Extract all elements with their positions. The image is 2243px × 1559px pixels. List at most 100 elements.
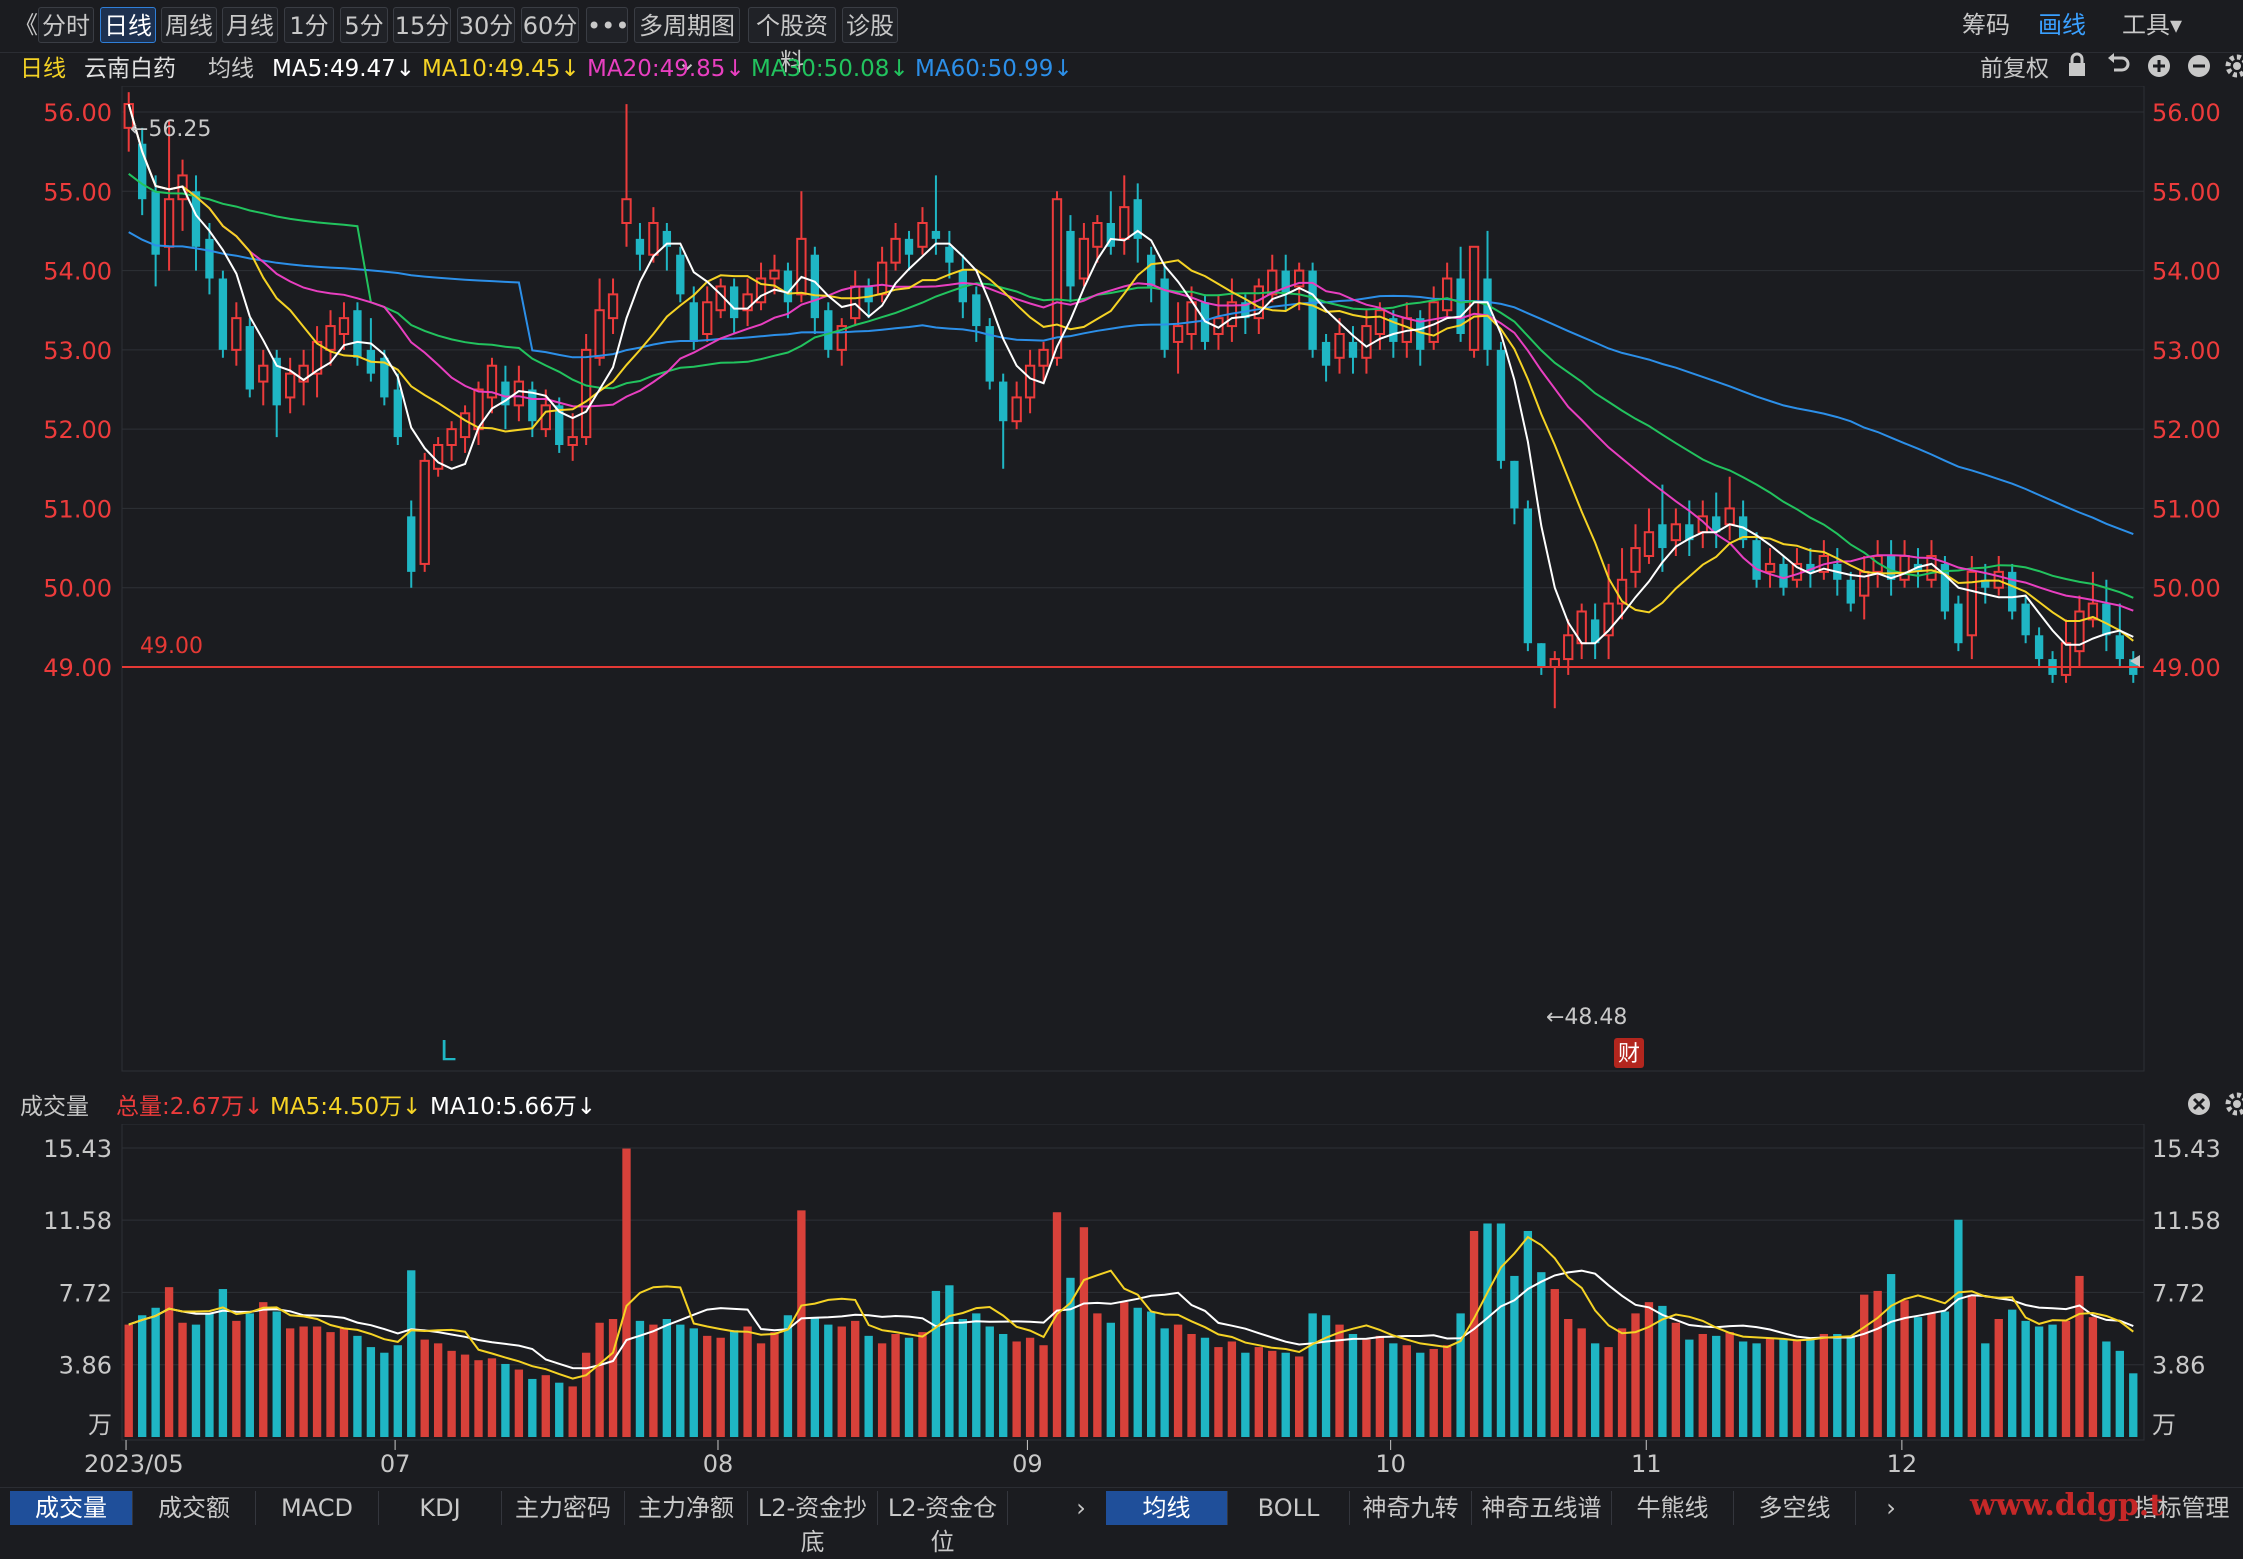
finance-marker[interactable]: 财 <box>1618 1042 1640 1067</box>
volume-bar <box>1106 1322 1115 1437</box>
indicator-tab-2[interactable]: MACD <box>256 1491 379 1525</box>
period-button-9[interactable]: ••• <box>586 7 629 43</box>
volume-tick-right: 11.58 <box>2152 1207 2221 1235</box>
candle-body <box>1348 341 1358 358</box>
volume-tick-left: 15.43 <box>43 1135 112 1163</box>
volume-bar <box>1927 1313 1936 1437</box>
candle-body <box>284 372 296 399</box>
volume-bar <box>1241 1352 1250 1437</box>
zoom-out-icon[interactable] <box>2186 52 2212 88</box>
zoom-in-icon[interactable] <box>2146 52 2172 88</box>
indicator-tab-7[interactable]: L2-资金仓位 <box>878 1491 1008 1556</box>
volume-bar <box>218 1289 228 1437</box>
volume-bar <box>2048 1324 2057 1437</box>
period-button-4[interactable]: 1分 <box>284 7 334 43</box>
ma-label[interactable]: 均线 <box>208 56 254 82</box>
candle-body <box>1846 579 1855 604</box>
overlay-tab-5[interactable]: 多空线 <box>1734 1491 1856 1525</box>
undo-icon[interactable] <box>2106 52 2130 88</box>
indicator-tab-1[interactable]: 成交额 <box>133 1491 256 1525</box>
volume-bar <box>1806 1337 1815 1437</box>
period-button-7[interactable]: 30分 <box>457 7 515 43</box>
overlay-tab-4[interactable]: 牛熊线 <box>1612 1491 1734 1525</box>
lock-icon[interactable] <box>2066 52 2088 88</box>
adjust-button[interactable]: 前复权 <box>1980 56 2049 82</box>
candle-body <box>1281 270 1290 295</box>
volume-gear-icon[interactable] <box>2224 1090 2243 1126</box>
top-toolbar: 《 分时 日线 周线 月线 1分 5分 15分 30分 60分 ••• 多周期图 ⌄ 个股资料 诊股 筹… <box>0 0 2243 76</box>
overlay-tab-0[interactable]: 均线 <box>1106 1491 1228 1525</box>
volume-bar <box>1416 1352 1425 1437</box>
candle-body <box>1293 269 1305 288</box>
indicator-tab-bar: 成交量 成交额 MACD KDJ 主力密码 主力净额 L2-资金抄底 L2-资金仓位 › 均线… <box>0 1487 2243 1556</box>
volume-bar <box>2088 1317 2098 1437</box>
period-button-11[interactable]: 个股资料 <box>748 7 836 76</box>
overlay-tab-3[interactable]: 神奇五线谱 <box>1472 1491 1612 1525</box>
volume-bar <box>1913 1317 1923 1437</box>
candle-body <box>258 364 269 383</box>
support-line-label: 49.00 <box>140 634 203 659</box>
close-volume-icon[interactable] <box>2186 1090 2212 1126</box>
indicator-tab-5[interactable]: 主力净额 <box>625 1491 748 1525</box>
price-frame <box>121 86 2145 1072</box>
tabs-next-icon[interactable]: › <box>1076 1494 1086 1522</box>
volume-bar <box>1967 1294 1977 1437</box>
candle-body <box>459 412 471 439</box>
collapse-left-icon[interactable]: 《 <box>14 11 38 39</box>
indicator-tab-4[interactable]: 主力密码 <box>502 1491 625 1525</box>
volume-title[interactable]: 成交量 <box>20 1094 89 1120</box>
candle-body <box>338 317 350 335</box>
period-button-8[interactable]: 60分 <box>521 7 579 43</box>
period-button-5[interactable]: 5分 <box>340 7 388 43</box>
period-button-1[interactable]: 日线 <box>100 7 156 43</box>
chip-button[interactable]: 筹码 <box>1962 11 2010 39</box>
period-button-3[interactable]: 月线 <box>222 7 278 43</box>
price-tick-left: 49.00 <box>43 654 112 682</box>
tabs-right-next-icon[interactable]: › <box>1886 1494 1896 1522</box>
tools-menu-button[interactable]: 工具▾ <box>2122 11 2183 39</box>
volume-tick-right: 3.86 <box>2152 1352 2205 1380</box>
volume-bar <box>285 1328 295 1437</box>
candle-body <box>2008 571 2017 612</box>
volume-bar <box>1039 1345 1048 1437</box>
volume-bar <box>501 1363 510 1437</box>
volume-bar <box>608 1319 618 1437</box>
volume-bar <box>1268 1350 1277 1437</box>
period-button-10[interactable]: 多周期图 ⌄ <box>634 7 740 76</box>
indicator-tab-3[interactable]: KDJ <box>379 1491 502 1525</box>
volume-bar <box>151 1307 160 1437</box>
index-management-button[interactable]: 指标管理 <box>2133 1494 2230 1522</box>
x-axis-label: 10 <box>1375 1450 1406 1478</box>
finance-marker-bg[interactable] <box>1614 1038 1644 1068</box>
ma5-value: MA5:49.47↓ <box>272 56 416 82</box>
volume-bar <box>1227 1341 1237 1437</box>
draw-line-button[interactable]: 画线 <box>2038 11 2086 39</box>
volume-bar <box>972 1313 981 1437</box>
volume-bar <box>1052 1212 1062 1437</box>
volume-bar <box>326 1332 335 1437</box>
period-button-0[interactable]: 分时 <box>38 7 94 43</box>
volume-bar <box>1025 1337 1035 1437</box>
volume-bar <box>864 1335 873 1437</box>
overlay-tab-2[interactable]: 神奇九转 <box>1350 1491 1472 1525</box>
volume-bar <box>232 1320 241 1437</box>
period-button-12[interactable]: 诊股 <box>842 7 898 43</box>
volume-chart[interactable]: 15.43 15.43 11.58 11.58 7.72 7.72 3.86 3.86 万 万 2… <box>0 1124 2243 1487</box>
candle-body <box>580 348 592 439</box>
volume-bar <box>299 1326 308 1437</box>
overlay-tab-1[interactable]: BOLL <box>1228 1491 1350 1525</box>
volume-bar <box>205 1313 214 1437</box>
price-chart[interactable]: 56.00 56.00 55.00 55.00 54.00 54.00 53.00 53.00… <box>0 86 2243 1090</box>
indicator-tab-0[interactable]: 成交量 <box>10 1491 133 1525</box>
volume-tick-right: 万 <box>2152 1411 2176 1439</box>
period-button-2[interactable]: 周线 <box>161 7 217 43</box>
period-button-6[interactable]: 15分 <box>393 7 451 43</box>
x-axis-label: 09 <box>1012 1450 1043 1478</box>
indicator-tab-6[interactable]: L2-资金抄底 <box>748 1491 878 1556</box>
volume-bar <box>2021 1320 2030 1437</box>
gear-icon[interactable] <box>2224 52 2243 88</box>
volume-bar <box>1994 1319 2003 1437</box>
candle-body <box>1172 325 1184 343</box>
marker-L[interactable]: L <box>440 1034 456 1067</box>
volume-bar <box>1564 1319 1573 1437</box>
